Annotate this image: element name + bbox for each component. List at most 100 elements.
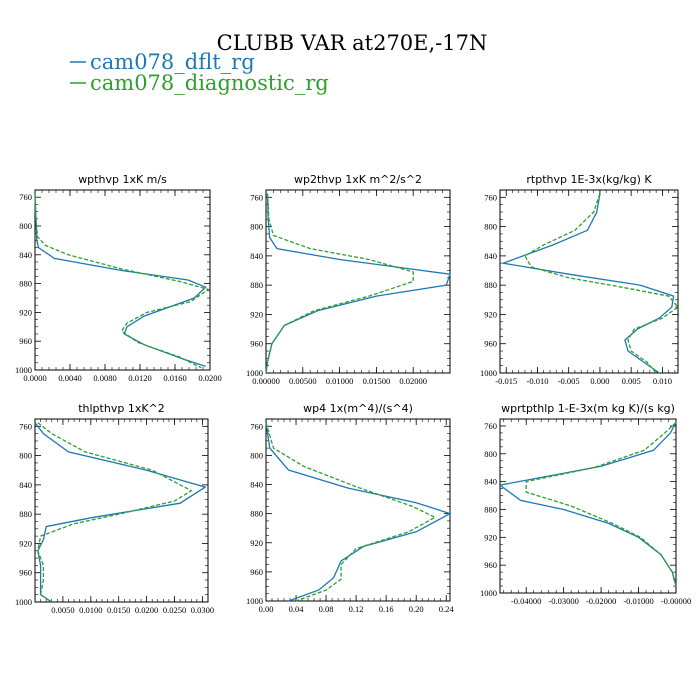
y-tick-label: 840 — [250, 480, 263, 490]
y-tick-label: 800 — [250, 450, 263, 460]
panel-4: thlpthvp 1xK^2 760 800 840 880 920 960 1000 0.00… — [15, 402, 214, 615]
plot-frame — [265, 189, 451, 374]
plot-frame — [34, 189, 211, 371]
x-tick-label: 0.005 — [622, 376, 641, 386]
series-line-diagnostic — [37, 422, 193, 603]
y-tick-label: 1000 — [246, 596, 263, 606]
y-tick-label: 760 — [250, 192, 263, 202]
y-tick-label: 920 — [19, 307, 32, 317]
y-tick-label: 840 — [250, 251, 263, 261]
series-line-dflt — [34, 422, 207, 603]
panel-2: wp2thvp 1xK m^2/s^2 760 800 840 880 920 960 100… — [246, 173, 451, 386]
y-tick-label: 880 — [484, 280, 497, 290]
figure-title: CLUBB VAR at270E,-17N — [217, 31, 488, 55]
y-tick-label: 840 — [19, 480, 32, 490]
x-tick-label: 0.0080 — [93, 373, 116, 383]
series-line-diagnostic — [265, 422, 437, 602]
y-tick-label: 880 — [19, 279, 32, 289]
panel-5: wp4 1x(m^4)/(s^4)76080084088092096010000… — [246, 402, 454, 614]
panel-title: wp4 1x(m^4)/(s^4) — [303, 402, 413, 415]
y-tick-label: 840 — [19, 250, 32, 260]
x-tick-label: 0.01000 — [326, 376, 354, 386]
y-tick-label: 760 — [484, 421, 497, 431]
x-tick-label: 0.04 — [289, 604, 305, 614]
series-line-dflt — [34, 193, 207, 368]
x-tick-label: 0.0250 — [163, 605, 186, 615]
y-tick-label: 960 — [19, 568, 32, 578]
plot-frame — [265, 418, 451, 602]
y-tick-label: 960 — [250, 567, 263, 577]
x-tick-label: 0.01500 — [363, 376, 391, 386]
x-tick-label: 0.0200 — [135, 605, 158, 615]
y-tick-label: 1000 — [15, 597, 32, 607]
panel-title: thlpthvp 1xK^2 — [78, 402, 165, 415]
x-tick-label: 0.0200 — [198, 373, 221, 383]
y-tick-label: 1000 — [246, 368, 263, 378]
plot-frame — [34, 418, 209, 603]
y-tick-label: 840 — [484, 251, 497, 261]
series-line-diagnostic — [34, 193, 210, 369]
x-tick-label: -0.01000 — [623, 596, 653, 606]
y-tick-label: 840 — [484, 477, 497, 487]
legend-label-dflt: cam078_dflt_rg — [90, 50, 255, 74]
y-tick-label: 920 — [484, 532, 497, 542]
x-tick-label: -0.015 — [495, 376, 517, 386]
y-tick-label: 1000 — [480, 588, 497, 598]
y-tick-label: 760 — [250, 421, 263, 431]
panel-title: wp2thvp 1xK m^2/s^2 — [294, 173, 422, 186]
y-tick-label: 800 — [484, 449, 497, 459]
x-tick-label: 0.16 — [379, 604, 394, 614]
y-tick-label: 920 — [484, 309, 497, 319]
y-tick-label: 800 — [19, 451, 32, 461]
y-tick-label: 960 — [484, 339, 497, 349]
y-tick-label: 920 — [19, 538, 32, 548]
y-tick-label: 800 — [484, 222, 497, 232]
y-tick-label: 800 — [19, 221, 32, 231]
panel-title: wprtpthlp 1-E-3x(m kg K)/(s kg) — [501, 402, 675, 415]
series-line-dflt — [265, 422, 452, 602]
x-tick-label: 0.12 — [349, 604, 364, 614]
x-tick-label: -0.010 — [526, 376, 548, 386]
series-line-diagnostic — [525, 422, 677, 587]
y-tick-label: 880 — [484, 504, 497, 514]
y-tick-label: 800 — [250, 222, 263, 232]
y-tick-label: 760 — [19, 421, 32, 431]
x-tick-label: 0.0050 — [51, 605, 74, 615]
panel-6: wprtpthlp 1-E-3x(m kg K)/(s kg) 760 800 840… — [480, 402, 691, 606]
x-tick-label: 0.0120 — [128, 373, 151, 383]
x-tick-label: 0.20 — [409, 604, 424, 614]
x-tick-label: 0.02000 — [399, 376, 427, 386]
panel-title: wpthvp 1xK m/s — [78, 173, 167, 186]
x-tick-label: 0.08 — [319, 604, 334, 614]
panel-1: wpthvp 1xK m/s76080084088092096010000.00… — [15, 173, 222, 383]
x-tick-label: 0.0160 — [163, 373, 186, 383]
y-tick-label: 880 — [19, 509, 32, 519]
x-tick-label: 0.0100 — [79, 605, 102, 615]
y-tick-label: 960 — [250, 339, 263, 349]
x-tick-label: 0.0150 — [107, 605, 130, 615]
x-tick-label: 0.0300 — [191, 605, 214, 615]
panels: wpthvp 1xK m/s76080084088092096010000.00… — [15, 173, 691, 615]
x-tick-label: 0.0040 — [58, 373, 81, 383]
x-tick-label: -0.00000 — [661, 596, 691, 606]
y-tick-label: 920 — [250, 538, 263, 548]
plot-frame — [499, 189, 679, 374]
series-line-dflt — [500, 193, 675, 374]
series-line-diagnostic — [265, 193, 414, 374]
y-tick-label: 960 — [484, 560, 497, 570]
x-tick-label: 0.00 — [259, 604, 274, 614]
x-tick-label: 0.010 — [653, 376, 672, 386]
x-tick-label: -0.03000 — [548, 596, 578, 606]
y-tick-label: 760 — [484, 192, 497, 202]
x-tick-label: -0.005 — [558, 376, 580, 386]
x-tick-label: 0.00500 — [289, 376, 317, 386]
panel-title: rtpthvp 1E-3x(kg/kg) K — [526, 173, 652, 186]
x-tick-label: 0.0000 — [23, 373, 46, 383]
y-tick-label: 760 — [19, 192, 32, 202]
x-tick-label: 0.000 — [590, 376, 609, 386]
x-tick-label: 0.00000 — [252, 376, 280, 386]
series-line-diagnostic — [524, 193, 679, 374]
y-tick-label: 1000 — [480, 368, 497, 378]
y-tick-label: 1000 — [15, 365, 32, 375]
